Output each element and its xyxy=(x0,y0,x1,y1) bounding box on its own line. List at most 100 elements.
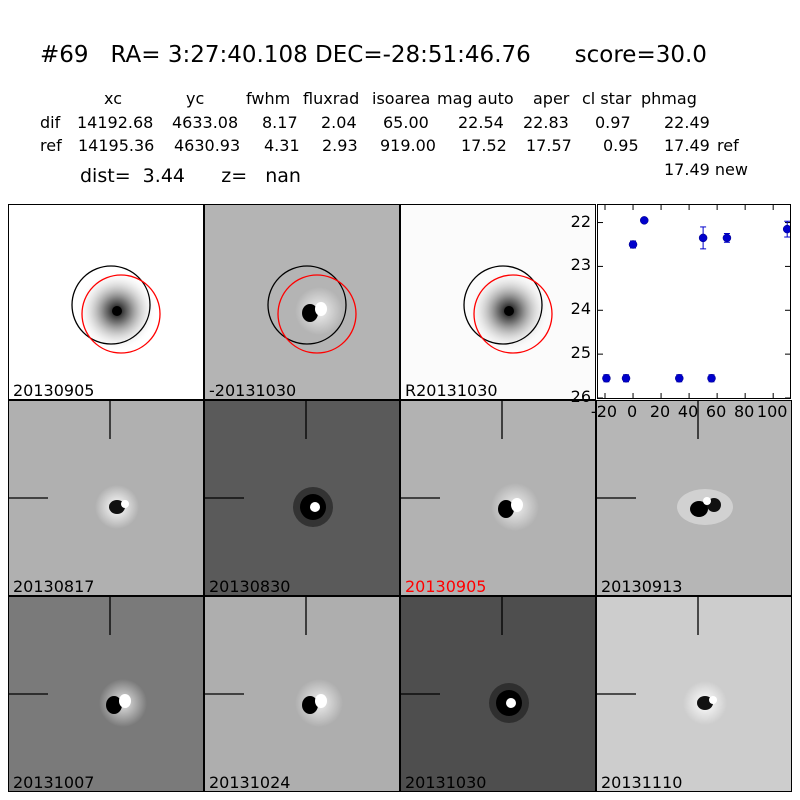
y-tick-label: 26 xyxy=(570,387,591,406)
cell-isoarea: 65.00 xyxy=(383,113,429,132)
phmag-new: 17.49 new xyxy=(664,160,748,179)
stamp-image xyxy=(401,597,529,723)
stamp-image xyxy=(401,401,539,531)
source-blob xyxy=(95,485,139,529)
stamp-panel: 20130905 xyxy=(400,400,596,596)
stamp-panel: 20130913 xyxy=(596,400,792,596)
cell-fwhm: 8.17 xyxy=(262,113,298,132)
source-blob xyxy=(491,483,539,531)
data-point xyxy=(602,374,611,383)
x-tick-label: 0 xyxy=(626,402,638,421)
aperture-circle-ref xyxy=(267,265,347,345)
data-point xyxy=(782,220,792,238)
cell-mag-auto: 22.54 xyxy=(458,113,504,132)
source-blob xyxy=(99,679,147,727)
cell-cl-star: 0.97 xyxy=(595,113,631,132)
x-tick-label: 80 xyxy=(733,402,755,421)
stamp-date-label: -20131030 xyxy=(209,381,297,400)
stamp-panel: 20131024 xyxy=(204,596,400,792)
y-tick-label: 24 xyxy=(570,299,591,319)
cell-fwhm: 4.31 xyxy=(264,136,300,155)
col-cl-star: cl star xyxy=(582,89,632,108)
col-xc: xc xyxy=(104,89,122,108)
stamp-image xyxy=(9,597,147,727)
cell-aper: 22.83 xyxy=(523,113,569,132)
x-tick-label: 60 xyxy=(705,402,727,421)
source-blob xyxy=(469,271,549,351)
stamp-date-label: 20131030 xyxy=(405,773,487,792)
data-point xyxy=(722,233,732,243)
data-point xyxy=(707,374,716,383)
x-tick-label: 40 xyxy=(677,402,699,421)
stamp-panel: 20131030 xyxy=(400,596,596,792)
x-tick-label: 100 xyxy=(756,402,788,421)
cell-suffix: ref xyxy=(717,136,739,155)
cell-xc: 14192.68 xyxy=(77,113,154,132)
lightcurve-svg xyxy=(598,205,792,399)
candidate-title: #69 RA= 3:27:40.108 DEC=-28:51:46.76 sco… xyxy=(40,42,707,68)
cell-isoarea: 919.00 xyxy=(380,136,436,155)
cell-fluxrad: 2.04 xyxy=(321,113,357,132)
data-point xyxy=(639,216,649,225)
stamp-image xyxy=(463,265,553,354)
stamp-date-label: 20130830 xyxy=(209,577,291,596)
source-blob xyxy=(77,271,157,351)
lightcurve-plot xyxy=(597,204,792,399)
col-aper: aper xyxy=(533,89,570,108)
col-fwhm: fwhm xyxy=(246,89,291,108)
source-blob xyxy=(489,683,529,723)
stamp-image xyxy=(597,597,727,725)
aperture-circle-new xyxy=(277,274,357,354)
stamp-image xyxy=(71,265,161,354)
y-tick-label: 25 xyxy=(570,343,591,363)
col-phmag: phmag xyxy=(641,89,697,108)
stamp-image xyxy=(267,265,357,354)
source-blob xyxy=(677,489,733,525)
col-fluxrad: fluxrad xyxy=(303,89,360,108)
source-blob xyxy=(295,679,343,727)
col-yc: yc xyxy=(186,89,205,108)
source-blob xyxy=(293,487,333,527)
cell-yc: 4633.08 xyxy=(172,113,239,132)
data-point xyxy=(698,226,708,250)
stamp-date-label: 20130913 xyxy=(601,577,683,596)
dist-line: dist= 3.44 z= nan xyxy=(80,165,301,187)
stamp-image xyxy=(205,597,343,727)
stamp-panel: 20131007 xyxy=(8,596,204,792)
source-blob xyxy=(295,287,343,335)
stamp-date-label: R20131030 xyxy=(405,381,498,400)
stamp-panel: -20131030 xyxy=(204,204,400,400)
aperture-circle-new xyxy=(473,274,553,354)
cell-cl-star: 0.95 xyxy=(603,136,639,155)
y-tick-label: 23 xyxy=(570,255,591,275)
stamp-panel: 20130830 xyxy=(204,400,400,596)
stamp-date-label: 20130905 xyxy=(405,577,487,596)
stamp-date-label: 20131007 xyxy=(13,773,95,792)
stamp-date-label: 20130817 xyxy=(13,577,95,596)
stamp-image xyxy=(9,401,139,529)
row-label: dif xyxy=(40,113,61,132)
cell-phmag: 17.49 xyxy=(664,136,710,155)
stamp-panel: 20130817 xyxy=(8,400,204,596)
cell-yc: 4630.93 xyxy=(174,136,241,155)
stamp-panel: 20131110 xyxy=(596,596,792,792)
stamp-date-label: 20131110 xyxy=(601,773,683,792)
aperture-circle-ref xyxy=(463,265,543,345)
cell-fluxrad: 2.93 xyxy=(322,136,358,155)
row-label: ref xyxy=(40,136,62,155)
x-tick-label: -20 xyxy=(590,402,618,421)
cell-aper: 17.57 xyxy=(526,136,572,155)
stamp-image xyxy=(205,401,333,527)
stamp-image xyxy=(597,401,733,525)
cell-mag-auto: 17.52 xyxy=(461,136,507,155)
cell-phmag: 22.49 xyxy=(664,113,710,132)
x-tick-label: 20 xyxy=(649,402,671,421)
aperture-circle-new xyxy=(81,274,161,354)
col-isoarea: isoarea xyxy=(372,89,431,108)
stamp-date-label: 20130905 xyxy=(13,381,95,400)
stamp-panel: R20131030 xyxy=(400,204,596,400)
stamp-panel: 20130905 xyxy=(8,204,204,400)
data-point xyxy=(628,240,638,249)
source-blob xyxy=(683,681,727,725)
y-tick-label: 22 xyxy=(570,211,591,231)
